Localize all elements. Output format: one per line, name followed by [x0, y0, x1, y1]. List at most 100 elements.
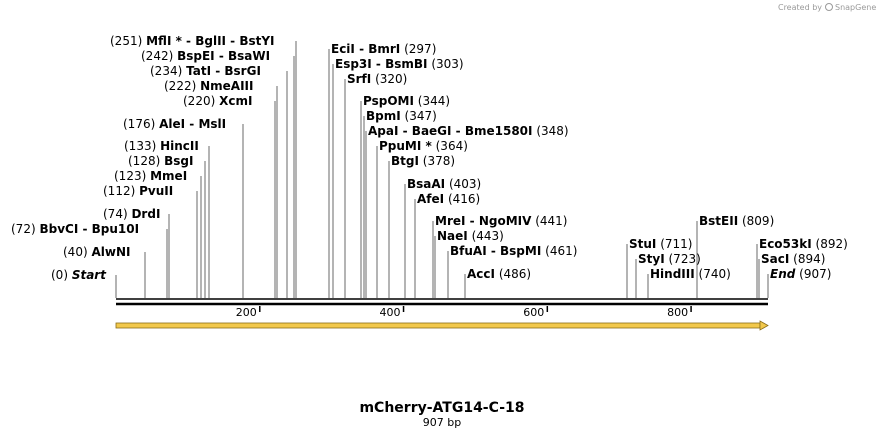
enzyme-name[interactable]: BspEI: [177, 49, 215, 63]
restriction-site-label[interactable]: SrfI (320): [347, 72, 407, 86]
enzyme-name[interactable]: BsgI: [164, 154, 193, 168]
enzyme-name[interactable]: BsmBI: [385, 57, 427, 71]
restriction-site-label[interactable]: (242) BspEI - BsaWI: [141, 49, 270, 63]
restriction-site-label[interactable]: (220) XcmI: [183, 94, 252, 108]
name-separator: -: [355, 42, 368, 56]
enzyme-name[interactable]: BbvCI: [39, 222, 78, 236]
restriction-site-label[interactable]: MreI - NgoMIV (441): [435, 214, 568, 228]
enzyme-name[interactable]: Bme1580I: [465, 124, 533, 138]
restriction-site-label[interactable]: End (907): [770, 267, 831, 281]
enzyme-name[interactable]: Start: [72, 268, 107, 282]
enzyme-name[interactable]: BaeGI: [412, 124, 452, 138]
restriction-site-label[interactable]: (133) HincII: [124, 139, 199, 153]
restriction-site-label[interactable]: HindIII (740): [650, 267, 731, 281]
enzyme-name[interactable]: NmeAIII: [200, 79, 253, 93]
enzyme-name[interactable]: SacI: [761, 252, 789, 266]
restriction-site-label[interactable]: Eco53kI (892): [759, 237, 848, 251]
restriction-site-label[interactable]: ApaI - BaeGI - Bme1580I (348): [368, 124, 569, 138]
feature-arrow[interactable]: [115, 320, 769, 331]
restriction-site-label[interactable]: (72) BbvCI - Bpu10I: [11, 222, 139, 236]
enzyme-name[interactable]: Esp3I: [335, 57, 372, 71]
enzyme-name[interactable]: BsrGI: [224, 64, 261, 78]
restriction-site-label[interactable]: BstEII (809): [699, 214, 774, 228]
restriction-site-label[interactable]: (234) TatI - BsrGI: [150, 64, 261, 78]
enzyme-name[interactable]: BglII: [195, 34, 226, 48]
enzyme-name[interactable]: HincII: [160, 139, 199, 153]
restriction-site-label[interactable]: StuI (711): [629, 237, 693, 251]
enzyme-name[interactable]: ApaI: [368, 124, 398, 138]
enzyme-name[interactable]: PspOMI: [363, 94, 414, 108]
site-position: (461): [545, 244, 577, 258]
site-position: (72): [11, 222, 36, 236]
restriction-site-label[interactable]: (0) Start: [51, 268, 107, 282]
enzyme-name[interactable]: DrdI: [131, 207, 160, 221]
restriction-site-label[interactable]: BtgI (378): [391, 154, 455, 168]
enzyme-name[interactable]: EciI: [331, 42, 355, 56]
enzyme-name[interactable]: BstYI: [239, 34, 274, 48]
site-position: (220): [183, 94, 215, 108]
enzyme-name[interactable]: TatI: [186, 64, 211, 78]
ruler-ticks: 200 400 600 800: [236, 306, 692, 319]
restriction-site-label[interactable]: Esp3I - BsmBI (303): [335, 57, 464, 71]
enzyme-name[interactable]: NaeI: [437, 229, 468, 243]
restriction-site-label[interactable]: BsaAI (403): [407, 177, 481, 191]
enzyme-name[interactable]: AfeI: [417, 192, 444, 206]
restriction-site-label[interactable]: (123) MmeI: [114, 169, 187, 183]
enzyme-name[interactable]: PpuMI *: [379, 139, 433, 153]
enzyme-name[interactable]: BsaWI: [228, 49, 270, 63]
enzyme-name[interactable]: BstEII: [699, 214, 738, 228]
enzyme-name[interactable]: HindIII: [650, 267, 695, 281]
enzyme-name[interactable]: AleI: [159, 117, 185, 131]
restriction-site-label[interactable]: AccI (486): [467, 267, 531, 281]
restriction-site-label[interactable]: (128) BsgI: [128, 154, 193, 168]
enzyme-name[interactable]: BtgI: [391, 154, 419, 168]
restriction-site-label[interactable]: (74) DrdI: [103, 207, 160, 221]
enzyme-name[interactable]: Bpu10I: [92, 222, 139, 236]
enzyme-name[interactable]: Eco53kI: [759, 237, 812, 251]
restriction-site-label[interactable]: AfeI (416): [417, 192, 480, 206]
restriction-site-label[interactable]: StyI (723): [638, 252, 701, 266]
enzyme-name[interactable]: BsaAI: [407, 177, 445, 191]
restriction-site-label[interactable]: BpmI (347): [366, 109, 437, 123]
ruler-tick-label: 400: [380, 306, 401, 319]
restriction-site-label[interactable]: NaeI (443): [437, 229, 504, 243]
restriction-site-label[interactable]: (112) PvuII: [103, 184, 173, 198]
enzyme-name[interactable]: AlwNI: [91, 245, 130, 259]
name-separator: -: [211, 64, 224, 78]
enzyme-name[interactable]: MreI: [435, 214, 465, 228]
enzyme-name[interactable]: BspMI: [500, 244, 541, 258]
enzyme-name[interactable]: AccI: [467, 267, 495, 281]
site-position: (303): [431, 57, 463, 71]
enzyme-name[interactable]: MmeI: [150, 169, 187, 183]
enzyme-name[interactable]: StyI: [638, 252, 665, 266]
restriction-site-label[interactable]: (176) AleI - MslI: [123, 117, 226, 131]
enzyme-name[interactable]: XcmI: [219, 94, 252, 108]
restriction-site-label[interactable]: PpuMI * (364): [379, 139, 468, 153]
enzyme-name[interactable]: PvuII: [139, 184, 173, 198]
site-position: (123): [114, 169, 146, 183]
restriction-site-label[interactable]: PspOMI (344): [363, 94, 450, 108]
site-position: (242): [141, 49, 173, 63]
enzyme-name[interactable]: MslI: [198, 117, 226, 131]
site-position: (222): [164, 79, 196, 93]
restriction-site-label[interactable]: SacI (894): [761, 252, 825, 266]
restriction-site-label[interactable]: (40) AlwNI: [63, 245, 130, 259]
site-position: (364): [436, 139, 468, 153]
restriction-site-label[interactable]: BfuAI - BspMI (461): [450, 244, 577, 258]
enzyme-name[interactable]: BmrI: [368, 42, 400, 56]
feature-bar[interactable]: [115, 322, 761, 329]
restriction-site-label[interactable]: EciI - BmrI (297): [331, 42, 436, 56]
name-separator: -: [182, 34, 195, 48]
site-position: (133): [124, 139, 156, 153]
enzyme-name[interactable]: BfuAI: [450, 244, 487, 258]
feature-arrowhead[interactable]: [759, 320, 769, 331]
enzyme-name[interactable]: BpmI: [366, 109, 401, 123]
enzyme-name[interactable]: MflI *: [146, 34, 182, 48]
enzyme-name[interactable]: SrfI: [347, 72, 371, 86]
enzyme-name[interactable]: End: [770, 267, 796, 281]
name-separator: -: [465, 214, 478, 228]
restriction-site-label[interactable]: (222) NmeAIII: [164, 79, 253, 93]
restriction-site-label[interactable]: (251) MflI * - BglII - BstYI: [110, 34, 275, 48]
enzyme-name[interactable]: NgoMIV: [479, 214, 532, 228]
enzyme-name[interactable]: StuI: [629, 237, 656, 251]
